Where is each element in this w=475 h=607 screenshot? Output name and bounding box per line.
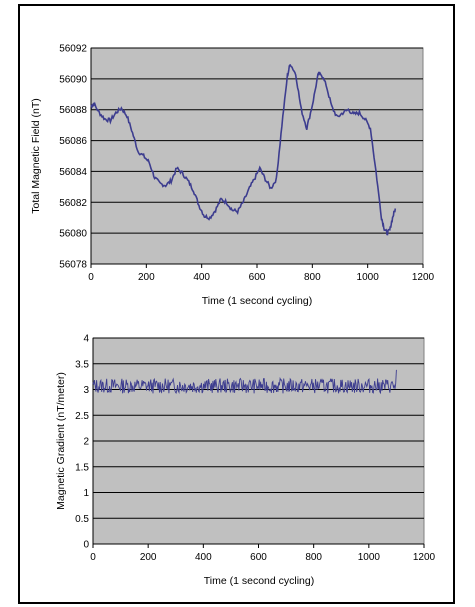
total-field-x-ticks: 0 200 400 600 800 1000 1200 <box>88 264 435 283</box>
total-field-x-tick-label: 200 <box>138 272 155 283</box>
total-field-x-tick-label: 800 <box>304 272 321 283</box>
total-field-x-tick-label: 400 <box>193 272 210 283</box>
total-field-x-axis-label: Time (1 second cycling) <box>202 295 312 307</box>
total-field-x-tick-label: 0 <box>88 272 94 283</box>
total-field-y-tick-label: 56082 <box>59 198 87 209</box>
total-field-series-line <box>90 64 397 236</box>
total-field-y-tick-label: 56078 <box>59 260 87 271</box>
total-field-y-axis-label: Total Magnetic Field (nT) <box>30 98 42 214</box>
total-field-y-tick-label: 56084 <box>59 167 87 178</box>
total-field-y-tick-label: 56088 <box>59 105 87 116</box>
total-field-y-tick-label: 56090 <box>59 74 87 85</box>
total-field-chart: 56078 56080 56082 56084 56086 56088 56090 56092… <box>30 44 435 308</box>
total-field-plot-area <box>90 47 424 265</box>
total-field-y-tick-label: 56086 <box>59 136 87 147</box>
total-field-x-tick-label: 600 <box>249 272 266 283</box>
total-field-y-tick-label: 56080 <box>59 229 87 240</box>
total-field-y-tick-label: 56092 <box>59 44 87 55</box>
total-field-y-ticks: 56078 56080 56082 56084 56086 56088 56090 56092 <box>59 44 87 271</box>
total-field-x-tick-label: 1200 <box>412 272 435 283</box>
total-field-x-tick-label: 1000 <box>357 272 380 283</box>
